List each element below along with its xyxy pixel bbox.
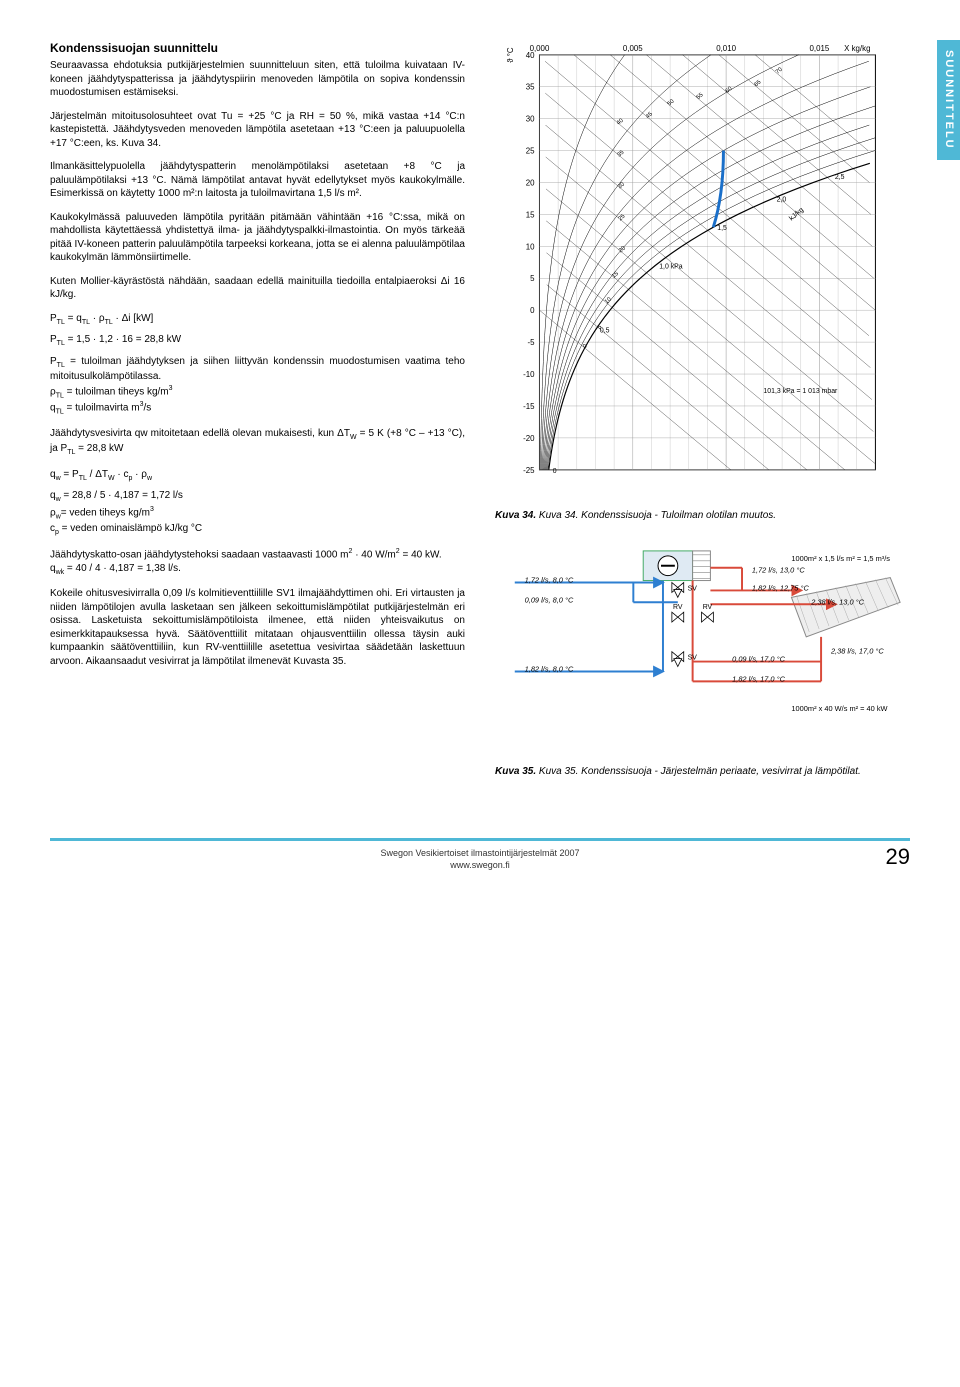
para-5: Kuten Mollier-käyrästöstä nähdään, saada… bbox=[50, 275, 465, 302]
svg-text:RV: RV bbox=[703, 604, 713, 611]
svg-text:70: 70 bbox=[775, 66, 784, 75]
svg-text:10: 10 bbox=[526, 242, 535, 251]
svg-text:20: 20 bbox=[526, 178, 535, 187]
para-2: Järjestelmän mitoitusolosuhteet ovat Tu … bbox=[50, 110, 465, 151]
svg-text:0,000: 0,000 bbox=[530, 44, 550, 53]
svg-text:0,5: 0,5 bbox=[600, 327, 610, 334]
svg-text:0,015: 0,015 bbox=[810, 44, 830, 53]
svg-text:0: 0 bbox=[530, 306, 535, 315]
para-3: Ilmankäsittelypuolella jäähdytyspatterin… bbox=[50, 160, 465, 201]
para-10: Kokeile ohitusvesivirralla 0,09 l/s kolm… bbox=[50, 587, 465, 668]
svg-text:10: 10 bbox=[604, 296, 613, 305]
svg-text:1000m² x 40 W/s m² = 40 kW: 1000m² x 40 W/s m² = 40 kW bbox=[791, 703, 887, 712]
svg-text:1,82 l/s, 17,0 °C: 1,82 l/s, 17,0 °C bbox=[732, 674, 785, 683]
caption-35: Kuva 35. Kuva 35. Kondenssisuoja - Järje… bbox=[495, 765, 910, 779]
svg-text:0,010: 0,010 bbox=[716, 44, 736, 53]
para-1: Seuraavassa ehdotuksia putkijärjestelmie… bbox=[50, 59, 465, 100]
svg-text:5: 5 bbox=[530, 274, 535, 283]
formula-2: PTL = 1,5 · 1,2 · 16 = 28,8 kW bbox=[50, 333, 465, 348]
footer-line-1: Swegon Vesikiertoiset ilmastointijärjest… bbox=[50, 847, 910, 859]
svg-text:1,82 l/s, 8,0 °C: 1,82 l/s, 8,0 °C bbox=[525, 664, 574, 673]
footer-line-2: www.swegon.fi bbox=[50, 859, 910, 871]
page-number: 29 bbox=[886, 842, 910, 872]
svg-text:35: 35 bbox=[526, 83, 535, 92]
page-footer: Swegon Vesikiertoiset ilmastointijärjest… bbox=[50, 838, 910, 871]
svg-text:1,82 l/s, 12,75 °C: 1,82 l/s, 12,75 °C bbox=[752, 583, 810, 592]
side-tab: SUUNNITTELU bbox=[937, 40, 960, 160]
svg-text:0: 0 bbox=[582, 343, 589, 350]
svg-text:2,38 l/s, 13,0 °C: 2,38 l/s, 13,0 °C bbox=[810, 597, 864, 606]
formula-1: PTL = qTL · ρTL · Δi [kW] bbox=[50, 312, 465, 327]
svg-text:2,0: 2,0 bbox=[777, 196, 787, 203]
svg-text:1,5: 1,5 bbox=[717, 225, 727, 232]
right-column: 4035302520151050-5-10-15-20-250,0000,005… bbox=[495, 40, 910, 798]
svg-text:1,72 l/s, 13,0 °C: 1,72 l/s, 13,0 °C bbox=[752, 565, 805, 574]
svg-text:15: 15 bbox=[526, 210, 535, 219]
svg-text:-5: -5 bbox=[527, 338, 535, 347]
svg-text:2,5: 2,5 bbox=[835, 174, 845, 181]
formula-3: qw = PTL / ΔTW · cp · ρw bbox=[50, 468, 465, 483]
mollier-chart: 4035302520151050-5-10-15-20-250,0000,005… bbox=[495, 40, 910, 495]
svg-text:-25: -25 bbox=[523, 466, 535, 475]
para-8: qw = 28,8 / 5 · 4,187 = 1,72 l/s ρw= ved… bbox=[50, 489, 465, 537]
svg-text:0,09 l/s, 17,0 °C: 0,09 l/s, 17,0 °C bbox=[732, 654, 785, 663]
svg-text:RV: RV bbox=[673, 604, 683, 611]
svg-text:30: 30 bbox=[526, 115, 535, 124]
svg-text:2,38 l/s, 17,0 °C: 2,38 l/s, 17,0 °C bbox=[830, 646, 884, 655]
page-title: Kondenssisuojan suunnittelu bbox=[50, 40, 465, 56]
svg-text:SV: SV bbox=[688, 654, 698, 661]
para-4: Kaukokylmässä paluuveden lämpötila pyrit… bbox=[50, 211, 465, 265]
footer-bar bbox=[50, 838, 910, 841]
left-column: Kondenssisuojan suunnittelu Seuraavassa … bbox=[50, 40, 465, 798]
svg-text:0,09 l/s, 8,0 °C: 0,09 l/s, 8,0 °C bbox=[525, 595, 574, 604]
svg-text:0,005: 0,005 bbox=[623, 44, 643, 53]
svg-text:50: 50 bbox=[667, 98, 676, 107]
svg-text:-20: -20 bbox=[523, 434, 535, 443]
caption-34: Kuva 34. Kuva 34. Kondenssisuoja - Tuloi… bbox=[495, 509, 910, 523]
svg-text:SV: SV bbox=[688, 585, 698, 592]
svg-text:55: 55 bbox=[696, 92, 705, 101]
para-7: Jäähdytysvesivirta qw mitoitetaan edellä… bbox=[50, 427, 465, 458]
svg-text:X kg/kg: X kg/kg bbox=[844, 44, 870, 53]
svg-text:0: 0 bbox=[553, 468, 557, 475]
para-6: PTL = tuloilman jäähdytyksen ja siihen l… bbox=[50, 355, 465, 417]
svg-text:-15: -15 bbox=[523, 402, 535, 411]
svg-text:1,72 l/s, 8,0 °C: 1,72 l/s, 8,0 °C bbox=[525, 575, 574, 584]
svg-text:1,0 kPa: 1,0 kPa bbox=[659, 263, 683, 270]
schematic-diagram: SV RV RV SV 1,72 l/s, 8,0 °C 0,09 l/s, 8,0 °C… bbox=[495, 543, 910, 751]
svg-text:-10: -10 bbox=[523, 370, 535, 379]
svg-text:ϑ °C: ϑ °C bbox=[506, 47, 515, 63]
svg-text:25: 25 bbox=[526, 147, 535, 156]
svg-text:1000m² x 1,5 l/s m² = 1,5 m³/s: 1000m² x 1,5 l/s m² = 1,5 m³/s bbox=[791, 553, 890, 562]
para-9: Jäähdytyskatto-osan jäähdytystehoksi saa… bbox=[50, 547, 465, 577]
svg-text:101,3 kPa = 1 013 mbar: 101,3 kPa = 1 013 mbar bbox=[763, 388, 838, 395]
